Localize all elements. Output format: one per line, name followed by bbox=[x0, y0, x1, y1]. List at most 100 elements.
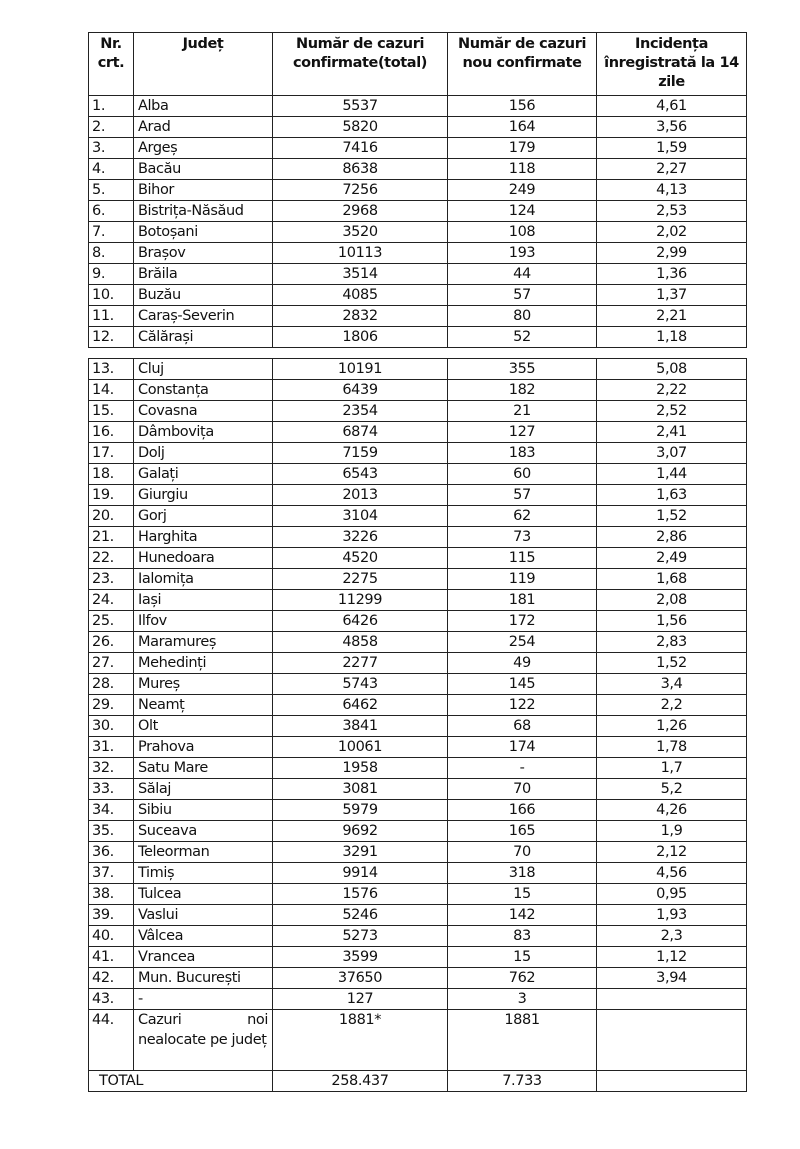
total-incidence bbox=[596, 1070, 747, 1092]
row-confirmed-total: 3226 bbox=[272, 526, 448, 548]
row-judet: Brăila bbox=[133, 263, 273, 285]
row-nr: 20. bbox=[88, 505, 134, 527]
table-row: 1. Alba 5537 156 4,61 bbox=[88, 95, 747, 117]
row-judet: Hunedoara bbox=[133, 547, 273, 569]
row-confirmed-total: 11299 bbox=[272, 589, 448, 611]
row-incidence: 0,95 bbox=[596, 883, 747, 905]
row-incidence: 1,26 bbox=[596, 715, 747, 737]
row-confirmed-total: 3841 bbox=[272, 715, 448, 737]
row-confirmed-total: 2013 bbox=[272, 484, 448, 506]
table-row: 4. Bacău 8638 118 2,27 bbox=[88, 158, 747, 180]
row-incidence: 2,83 bbox=[596, 631, 747, 653]
row-nr: 14. bbox=[88, 379, 134, 401]
row-judet: Botoșani bbox=[133, 221, 273, 243]
row-judet: Dâmbovița bbox=[133, 421, 273, 443]
row-new-confirmed: 57 bbox=[447, 484, 597, 506]
row-incidence: 3,94 bbox=[596, 967, 747, 989]
row-judet: Timiș bbox=[133, 862, 273, 884]
row-new-confirmed: 3 bbox=[447, 988, 597, 1010]
row-judet: Galați bbox=[133, 463, 273, 485]
table-row: 29. Neamț 6462 122 2,2 bbox=[88, 694, 747, 716]
row-incidence: 1,59 bbox=[596, 137, 747, 159]
row-confirmed-total: 6426 bbox=[272, 610, 448, 632]
row-judet: Brașov bbox=[133, 242, 273, 264]
row-nr: 4. bbox=[88, 158, 134, 180]
row-judet: Ilfov bbox=[133, 610, 273, 632]
table-row: 26. Maramureș 4858 254 2,83 bbox=[88, 631, 747, 653]
table-header-row: Nr. crt. Județ Număr de cazuri confirmat… bbox=[88, 32, 747, 96]
row-confirmed-total: 3291 bbox=[272, 841, 448, 863]
row-incidence: 1,44 bbox=[596, 463, 747, 485]
row-new-confirmed: 174 bbox=[447, 736, 597, 758]
row-new-confirmed: 73 bbox=[447, 526, 597, 548]
row-nr: 8. bbox=[88, 242, 134, 264]
row-confirmed-total: 2275 bbox=[272, 568, 448, 590]
row-incidence: 2,49 bbox=[596, 547, 747, 569]
row-incidence: 1,12 bbox=[596, 946, 747, 968]
row-confirmed-total: 6462 bbox=[272, 694, 448, 716]
row-confirmed-total: 5246 bbox=[272, 904, 448, 926]
table-row: 13. Cluj 10191 355 5,08 bbox=[88, 358, 747, 380]
row-new-confirmed: 21 bbox=[447, 400, 597, 422]
row-nr: 18. bbox=[88, 463, 134, 485]
row-new-confirmed: 172 bbox=[447, 610, 597, 632]
row-new-confirmed: 249 bbox=[447, 179, 597, 201]
row-judet: Maramureș bbox=[133, 631, 273, 653]
table-row: 41. Vrancea 3599 15 1,12 bbox=[88, 946, 747, 968]
row-incidence: 5,08 bbox=[596, 358, 747, 380]
row-nr: 27. bbox=[88, 652, 134, 674]
row-new-confirmed: 15 bbox=[447, 883, 597, 905]
row-confirmed-total: 7159 bbox=[272, 442, 448, 464]
row-nr: 38. bbox=[88, 883, 134, 905]
row-confirmed-total: 10191 bbox=[272, 358, 448, 380]
row-incidence: 1,93 bbox=[596, 904, 747, 926]
row-judet: Giurgiu bbox=[133, 484, 273, 506]
row-confirmed-total: 6874 bbox=[272, 421, 448, 443]
row-nr: 33. bbox=[88, 778, 134, 800]
row-incidence bbox=[596, 988, 747, 1010]
row-incidence: 2,22 bbox=[596, 379, 747, 401]
row-incidence: 1,52 bbox=[596, 652, 747, 674]
table-row: 35. Suceava 9692 165 1,9 bbox=[88, 820, 747, 842]
row-judet: Prahova bbox=[133, 736, 273, 758]
row-judet: Ialomița bbox=[133, 568, 273, 590]
row-confirmed-total: 5979 bbox=[272, 799, 448, 821]
row-judet: Satu Mare bbox=[133, 757, 273, 779]
table-row: 12. Călărași 1806 52 1,18 bbox=[88, 326, 747, 348]
row-new-confirmed: 70 bbox=[447, 778, 597, 800]
row-judet: Bacău bbox=[133, 158, 273, 180]
row-nr: 34. bbox=[88, 799, 134, 821]
row-nr: 31. bbox=[88, 736, 134, 758]
row-confirmed-total: 4858 bbox=[272, 631, 448, 653]
row-confirmed-total: 7256 bbox=[272, 179, 448, 201]
row-judet: Bihor bbox=[133, 179, 273, 201]
table-row: 9. Brăila 3514 44 1,36 bbox=[88, 263, 747, 285]
row-new-confirmed: 62 bbox=[447, 505, 597, 527]
row-confirmed-total: 3520 bbox=[272, 221, 448, 243]
table-row: 21. Harghita 3226 73 2,86 bbox=[88, 526, 747, 548]
row-judet: Vaslui bbox=[133, 904, 273, 926]
table-row: 42. Mun. București 37650 762 3,94 bbox=[88, 967, 747, 989]
row-confirmed-total: 1576 bbox=[272, 883, 448, 905]
table-row: 11. Caraș-Severin 2832 80 2,21 bbox=[88, 305, 747, 327]
row-confirmed-total: 3599 bbox=[272, 946, 448, 968]
row-confirmed-total: 3514 bbox=[272, 263, 448, 285]
header-confirmed-total: Număr de cazuri confirmate(total) bbox=[272, 32, 448, 96]
row-nr: 21. bbox=[88, 526, 134, 548]
row-nr: 26. bbox=[88, 631, 134, 653]
row-confirmed-total: 5537 bbox=[272, 95, 448, 117]
row-judet: - bbox=[133, 988, 273, 1010]
row-nr: 32. bbox=[88, 757, 134, 779]
row-confirmed-total: 2832 bbox=[272, 305, 448, 327]
row-confirmed-total: 6543 bbox=[272, 463, 448, 485]
row-new-confirmed: 156 bbox=[447, 95, 597, 117]
row-incidence: 1,9 bbox=[596, 820, 747, 842]
table-row: 34. Sibiu 5979 166 4,26 bbox=[88, 799, 747, 821]
row-nr: 35. bbox=[88, 820, 134, 842]
table-row: 40. Vâlcea 5273 83 2,3 bbox=[88, 925, 747, 947]
row-confirmed-total: 10113 bbox=[272, 242, 448, 264]
table-row: 3. Argeș 7416 179 1,59 bbox=[88, 137, 747, 159]
row-nr: 22. bbox=[88, 547, 134, 569]
row-new-confirmed: 115 bbox=[447, 547, 597, 569]
table-row: 28. Mureș 5743 145 3,4 bbox=[88, 673, 747, 695]
